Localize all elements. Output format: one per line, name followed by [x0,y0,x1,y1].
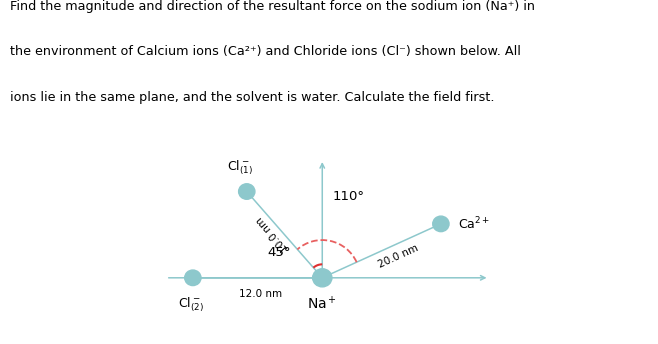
Text: 10.0 nm: 10.0 nm [255,214,291,254]
Text: 12.0 nm: 12.0 nm [239,289,282,299]
Text: 45°: 45° [268,246,291,259]
Text: the environment of Calcium ions (Ca²⁺) and Chloride ions (Cl⁻) shown below. All: the environment of Calcium ions (Ca²⁺) a… [10,45,520,58]
Text: Cl$^-_{(2)}$: Cl$^-_{(2)}$ [178,295,205,314]
Text: Ca$^{2+}$: Ca$^{2+}$ [459,216,491,232]
Ellipse shape [185,270,201,286]
Ellipse shape [239,184,255,199]
Text: 110°: 110° [333,191,365,203]
Text: 20.0 nm: 20.0 nm [377,243,420,270]
Text: Na$^+$: Na$^+$ [307,295,338,313]
Ellipse shape [313,269,332,287]
Text: Find the magnitude and direction of the resultant force on the sodium ion (Na⁺) : Find the magnitude and direction of the … [10,0,535,13]
Text: Cl$^-_{(1)}$: Cl$^-_{(1)}$ [227,158,253,177]
Text: ions lie in the same plane, and the solvent is water. Calculate the field first.: ions lie in the same plane, and the solv… [10,91,494,104]
Ellipse shape [433,216,449,232]
